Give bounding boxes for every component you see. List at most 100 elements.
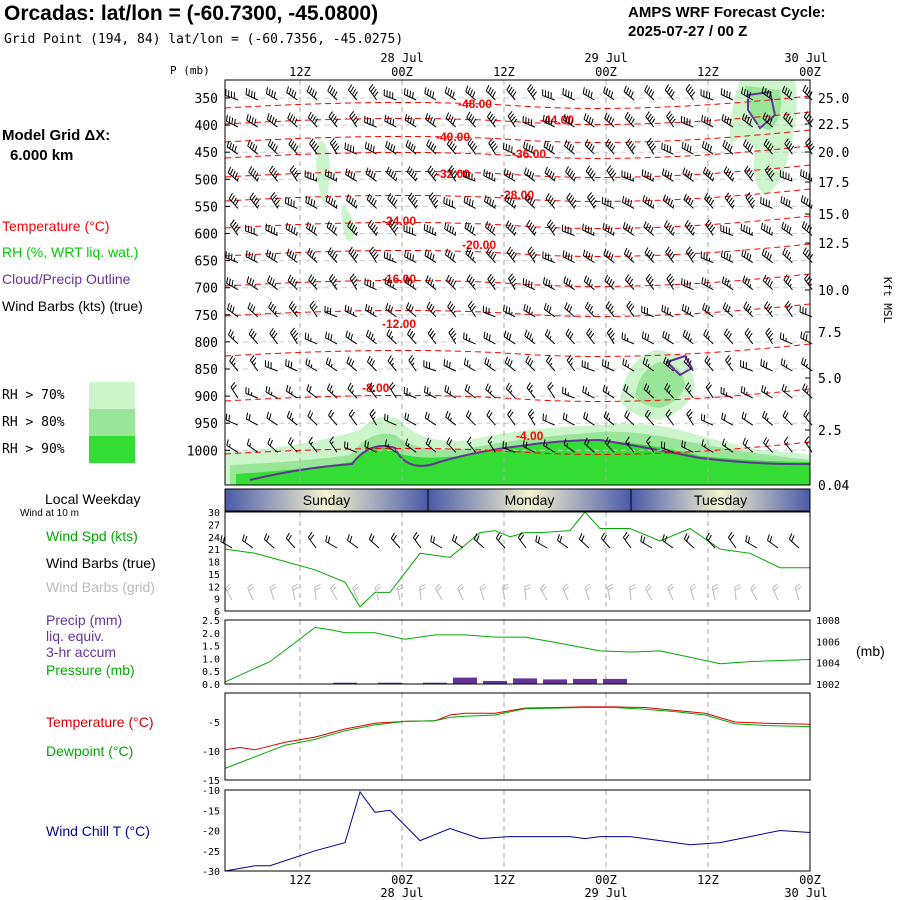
upper-air-wind-barb-half-feather bbox=[570, 362, 573, 366]
upper-air-wind-barb-staff bbox=[444, 390, 457, 399]
upper-air-wind-barb-feather bbox=[331, 224, 335, 232]
upper-air-wind-barb-half-feather bbox=[545, 443, 548, 448]
upper-air-wind-barb-feather bbox=[608, 330, 614, 336]
upper-air-wind-barb bbox=[245, 88, 259, 101]
surface-wind-barb-grid-feather bbox=[374, 583, 381, 589]
precip-bar bbox=[603, 678, 627, 684]
upper-air-wind-barb-staff bbox=[700, 95, 714, 101]
upper-air-wind-barb-staff bbox=[742, 281, 754, 291]
upper-air-wind-barb-feather bbox=[232, 170, 236, 177]
upper-air-wind-barb-feather bbox=[700, 413, 703, 420]
wind-chill-tick-label: -15 bbox=[202, 806, 220, 817]
upper-air-wind-barb-feather bbox=[491, 199, 495, 207]
upper-air-wind-barb-feather bbox=[748, 197, 754, 203]
upper-air-wind-barb-staff bbox=[544, 172, 556, 182]
upper-air-wind-barb bbox=[680, 115, 694, 128]
upper-air-wind-barb-staff bbox=[304, 176, 318, 182]
upper-air-wind-barb-feather bbox=[568, 143, 572, 150]
upper-air-wind-barb-feather bbox=[805, 411, 810, 418]
upper-air-wind-barb-feather bbox=[687, 171, 691, 178]
upper-air-wind-barb-feather bbox=[663, 220, 668, 227]
upper-air-wind-barb bbox=[488, 137, 498, 155]
upper-air-wind-barb-staff bbox=[487, 441, 496, 453]
upper-air-wind-barb-feather bbox=[427, 328, 433, 334]
height-tick-label: 2.5 bbox=[818, 424, 841, 439]
upper-air-wind-barb-staff bbox=[290, 332, 298, 345]
upper-air-wind-barb-feather bbox=[350, 360, 355, 367]
upper-air-wind-barb-feather bbox=[784, 249, 788, 257]
upper-air-wind-barb-feather bbox=[268, 413, 272, 420]
upper-air-wind-barb-feather bbox=[508, 411, 514, 418]
upper-air-wind-barb-feather bbox=[445, 274, 450, 281]
upper-air-wind-barb-feather bbox=[253, 118, 257, 126]
upper-air-wind-barb-feather bbox=[804, 273, 809, 280]
upper-air-wind-barb-feather bbox=[309, 87, 313, 94]
upper-air-wind-barb bbox=[364, 440, 377, 453]
upper-air-wind-barb-staff bbox=[287, 280, 298, 291]
surface-wind-barb-true-staff bbox=[557, 539, 569, 549]
bottom-time-tick: 12Z bbox=[697, 873, 719, 887]
upper-air-wind-barb-feather bbox=[625, 385, 629, 393]
upper-air-wind-barb-feather bbox=[624, 359, 628, 367]
upper-air-wind-barb-feather bbox=[703, 329, 707, 336]
upper-air-wind-barb-feather bbox=[629, 143, 634, 149]
upper-air-wind-barb-feather bbox=[624, 197, 627, 204]
upper-air-wind-barb-staff bbox=[425, 443, 437, 453]
upper-air-wind-barb-half-feather bbox=[236, 177, 239, 181]
upper-air-wind-barb-feather bbox=[489, 276, 494, 282]
upper-air-wind-barb-feather bbox=[730, 199, 735, 206]
upper-air-wind-barb-staff bbox=[604, 442, 615, 453]
upper-air-wind-barb bbox=[446, 138, 457, 155]
height-tick-label: 17.5 bbox=[818, 176, 849, 191]
upper-air-wind-barb bbox=[305, 195, 318, 209]
upper-air-wind-barb-staff bbox=[288, 144, 298, 155]
upper-air-wind-barb bbox=[424, 411, 437, 426]
upper-air-wind-barb-feather bbox=[584, 437, 588, 444]
upper-air-wind-barb bbox=[228, 329, 239, 345]
upper-air-wind-barb-feather bbox=[290, 327, 295, 334]
upper-air-wind-barb-feather bbox=[605, 412, 610, 420]
weekday-cell bbox=[630, 488, 811, 512]
upper-air-wind-barb-feather bbox=[447, 88, 450, 95]
upper-air-wind-barb-feather bbox=[367, 305, 370, 312]
pressure-tick-label: 1004 bbox=[816, 659, 840, 670]
upper-air-wind-barb-feather bbox=[566, 354, 572, 361]
upper-air-wind-barb-feather bbox=[485, 170, 488, 177]
upper-air-wind-barb-feather bbox=[566, 304, 570, 311]
upper-air-wind-barb-feather bbox=[781, 85, 786, 92]
upper-air-wind-barb-feather bbox=[748, 254, 752, 261]
upper-air-wind-barb-feather bbox=[565, 166, 569, 173]
upper-air-wind-barb-feather bbox=[333, 226, 337, 234]
surface-wind-barb-grid-feather bbox=[629, 586, 636, 591]
upper-air-wind-barb-feather bbox=[293, 227, 296, 234]
precip-bar bbox=[573, 678, 597, 684]
upper-air-wind-barb-staff bbox=[684, 225, 694, 236]
upper-air-wind-barb bbox=[405, 139, 417, 155]
upper-air-wind-barb-feather bbox=[647, 198, 651, 205]
upper-air-wind-barb-feather bbox=[722, 139, 726, 147]
upper-air-wind-barb bbox=[465, 85, 476, 101]
upper-air-wind-barb-feather bbox=[307, 111, 312, 118]
pressure-tick-label: 600 bbox=[195, 228, 218, 243]
surface-wind-barb-true-feather bbox=[497, 534, 502, 541]
upper-air-wind-barb-staff bbox=[385, 308, 397, 318]
upper-air-wind-barb-feather bbox=[789, 145, 795, 152]
upper-air-wind-barb bbox=[779, 332, 793, 345]
upper-air-wind-barb-feather bbox=[687, 333, 691, 340]
upper-air-wind-barb-feather bbox=[253, 197, 258, 204]
upper-air-wind-barb-feather bbox=[251, 143, 256, 150]
upper-air-wind-barb-feather bbox=[450, 143, 455, 150]
upper-air-wind-barb-feather bbox=[366, 279, 369, 286]
upper-air-wind-barb-staff bbox=[366, 335, 377, 345]
upper-air-wind-barb-feather bbox=[328, 359, 332, 366]
upper-air-wind-barb-feather bbox=[386, 329, 390, 336]
upper-air-wind-barb-half-feather bbox=[689, 416, 693, 420]
upper-air-wind-barb-feather bbox=[291, 116, 296, 123]
upper-air-wind-barb-feather bbox=[389, 279, 392, 287]
upper-air-wind-barb-feather bbox=[743, 387, 746, 394]
upper-air-wind-barb-feather bbox=[306, 384, 310, 391]
temperature-tick-label: -15 bbox=[202, 776, 220, 787]
upper-air-wind-barb-half-feather bbox=[314, 283, 317, 287]
upper-air-wind-barb-feather bbox=[686, 222, 691, 229]
upper-air-wind-barb-feather bbox=[769, 281, 773, 288]
